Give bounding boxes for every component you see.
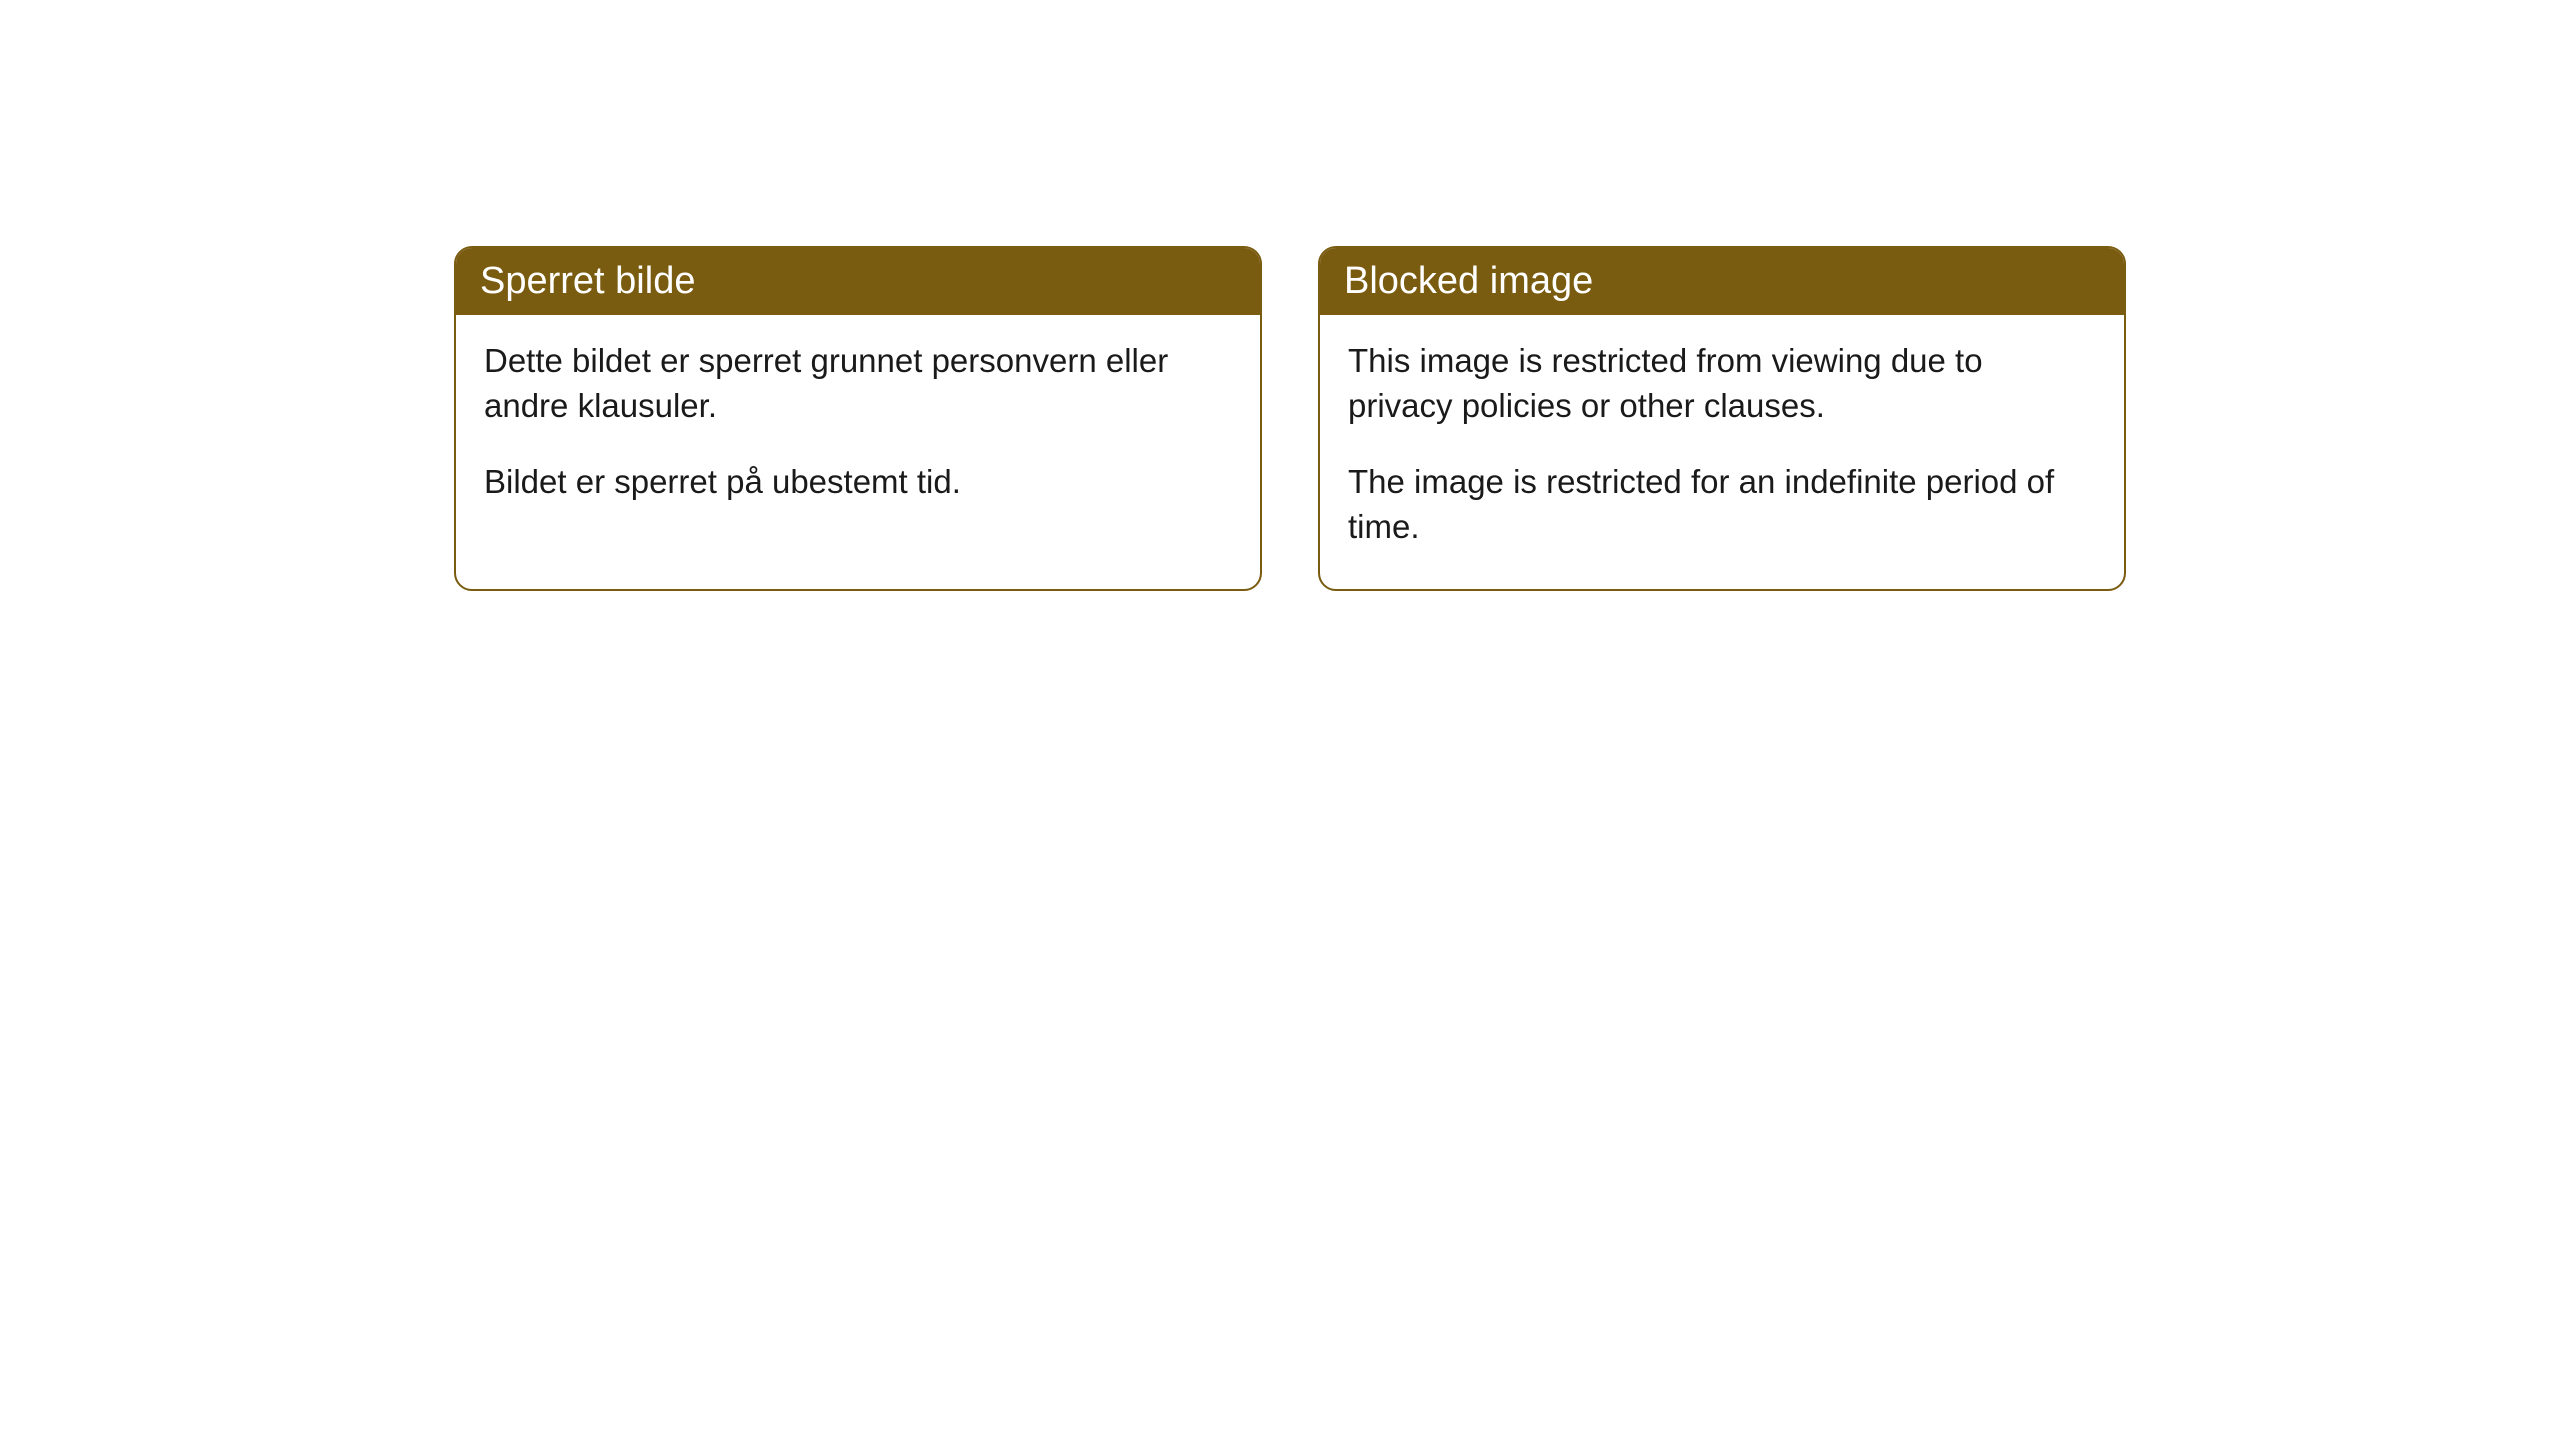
notice-cards-container: Sperret bilde Dette bildet er sperret gr…	[0, 0, 2560, 591]
card-body: This image is restricted from viewing du…	[1320, 315, 2124, 589]
card-title: Blocked image	[1344, 260, 1593, 302]
card-body: Dette bildet er sperret grunnet personve…	[456, 315, 1260, 545]
blocked-image-card-no: Sperret bilde Dette bildet er sperret gr…	[454, 246, 1262, 591]
card-header: Blocked image	[1320, 248, 2124, 315]
card-paragraph: Dette bildet er sperret grunnet personve…	[484, 339, 1232, 428]
blocked-image-card-en: Blocked image This image is restricted f…	[1318, 246, 2126, 591]
card-title: Sperret bilde	[480, 260, 695, 302]
card-header: Sperret bilde	[456, 248, 1260, 315]
card-paragraph: This image is restricted from viewing du…	[1348, 339, 2096, 428]
card-paragraph: The image is restricted for an indefinit…	[1348, 460, 2096, 549]
card-paragraph: Bildet er sperret på ubestemt tid.	[484, 460, 1232, 505]
